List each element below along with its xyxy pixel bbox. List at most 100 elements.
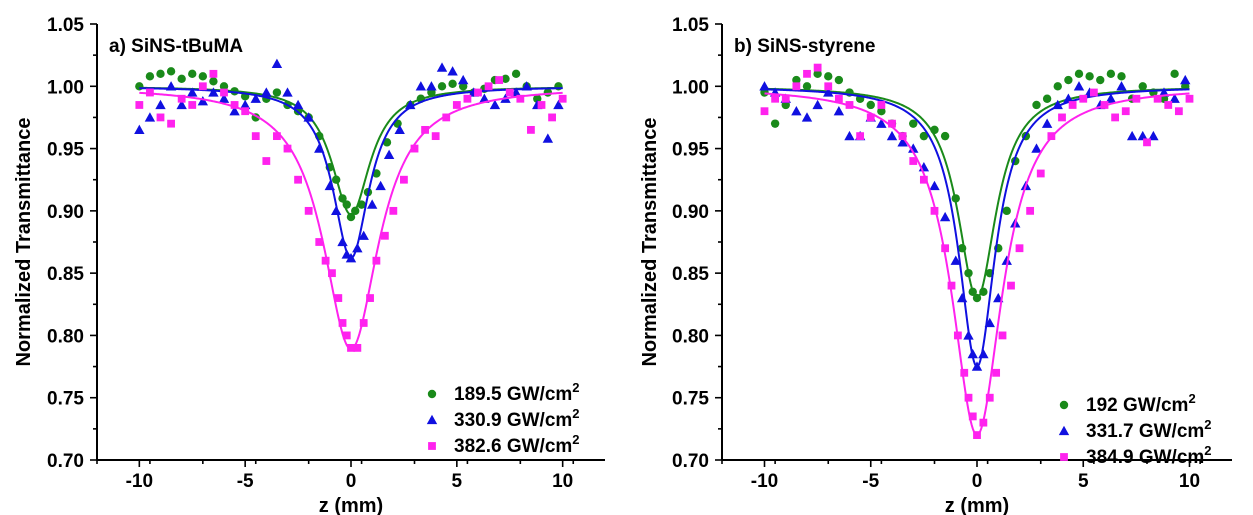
y-tick-label: 0.90: [47, 202, 84, 223]
data-point: [331, 175, 341, 184]
data-point: [964, 393, 973, 402]
y-tick-label: 0.85: [672, 264, 709, 285]
data-point: [542, 133, 554, 143]
data-point: [156, 113, 165, 122]
y-tick-label: 0.95: [47, 140, 84, 161]
data-point: [957, 244, 967, 253]
x-tick-label: 0: [972, 471, 983, 492]
data-point: [803, 69, 811, 78]
data-point: [484, 82, 493, 91]
data-point: [951, 194, 960, 203]
fit-curve-series-2: [764, 92, 1190, 437]
legend-marker: [426, 414, 438, 425]
data-point: [272, 88, 282, 97]
data-point: [505, 88, 514, 97]
data-point: [1138, 82, 1147, 91]
data-point: [1174, 107, 1183, 116]
data-point: [383, 149, 395, 159]
data-point: [801, 112, 813, 122]
data-point: [431, 132, 440, 141]
y-tick-label: 0.95: [672, 140, 709, 161]
legend-label: 330.9 GW/cm2: [454, 406, 580, 431]
data-point: [909, 157, 918, 165]
data-point: [898, 132, 907, 141]
data-point: [165, 81, 177, 91]
data-point: [909, 119, 918, 128]
data-point: [209, 69, 218, 78]
data-point: [282, 87, 293, 97]
data-point: [1085, 72, 1094, 81]
data-point: [1074, 69, 1084, 79]
data-point: [1064, 75, 1073, 85]
legend-label-superscript: 2: [572, 406, 579, 421]
data-point: [1116, 81, 1127, 91]
data-point: [1137, 130, 1148, 141]
y-tick-label: 1.00: [47, 77, 84, 98]
data-point: [956, 292, 968, 303]
plot-area: [759, 63, 1194, 439]
data-point: [781, 94, 790, 103]
data-point: [1106, 69, 1116, 79]
y-tick-label: 0.90: [672, 202, 709, 223]
data-point: [495, 76, 504, 84]
plot-area: [134, 58, 567, 352]
data-point: [452, 101, 461, 109]
data-point: [802, 82, 812, 91]
data-point: [908, 143, 919, 153]
data-point: [437, 82, 447, 91]
data-point: [533, 94, 542, 103]
data-point: [1042, 94, 1052, 103]
data-point: [220, 88, 228, 97]
x-tick-label: -10: [126, 471, 153, 492]
data-point: [241, 107, 250, 116]
x-tick-label: 5: [452, 471, 463, 492]
y-tick-label: 0.80: [47, 326, 84, 347]
data-point: [292, 99, 304, 110]
data-point: [351, 206, 360, 216]
data-point: [155, 99, 166, 110]
data-point: [978, 348, 989, 359]
data-point: [998, 331, 1007, 340]
data-point: [167, 119, 175, 128]
data-point: [366, 294, 374, 302]
data-point: [347, 343, 355, 352]
data-point: [315, 238, 324, 246]
data-point: [971, 361, 983, 371]
data-point: [760, 107, 769, 116]
data-point: [1026, 206, 1035, 215]
data-point: [250, 93, 261, 103]
data-point: [1170, 69, 1179, 79]
legend-label-text: 384.9 GW/cm: [1086, 447, 1204, 468]
data-point: [134, 124, 145, 135]
data-point: [877, 107, 886, 116]
data-point: [359, 319, 368, 327]
data-point: [1068, 101, 1077, 109]
data-point: [1121, 107, 1130, 116]
x-axis-title: z (mm): [945, 495, 1009, 515]
legend-label: 384.9 GW/cm2: [1086, 443, 1212, 468]
data-point: [759, 81, 770, 91]
data-point: [353, 343, 362, 352]
data-point: [516, 94, 525, 103]
data-point: [888, 119, 896, 128]
legend-marker: [427, 389, 437, 399]
data-point: [177, 74, 186, 84]
data-point: [394, 124, 405, 135]
data-point: [219, 82, 229, 91]
x-tick-label: -5: [862, 471, 879, 492]
data-point: [239, 99, 251, 110]
legend-label: 192 GW/cm2: [1086, 391, 1196, 416]
data-point: [1105, 93, 1117, 103]
chart-panel-a: -10 -5 0 5 10 0.70 0.75 0.80 0.85 0.90 0.95 1.00 1.0…: [13, 15, 605, 515]
data-point: [463, 94, 472, 103]
data-point: [543, 88, 553, 97]
data-point: [321, 256, 330, 265]
data-point: [415, 81, 427, 91]
data-point: [968, 287, 977, 297]
data-point: [929, 180, 940, 191]
data-point: [334, 294, 343, 302]
data-point: [1126, 130, 1138, 141]
data-point: [156, 69, 165, 79]
data-point: [330, 205, 342, 216]
data-point: [294, 175, 302, 184]
